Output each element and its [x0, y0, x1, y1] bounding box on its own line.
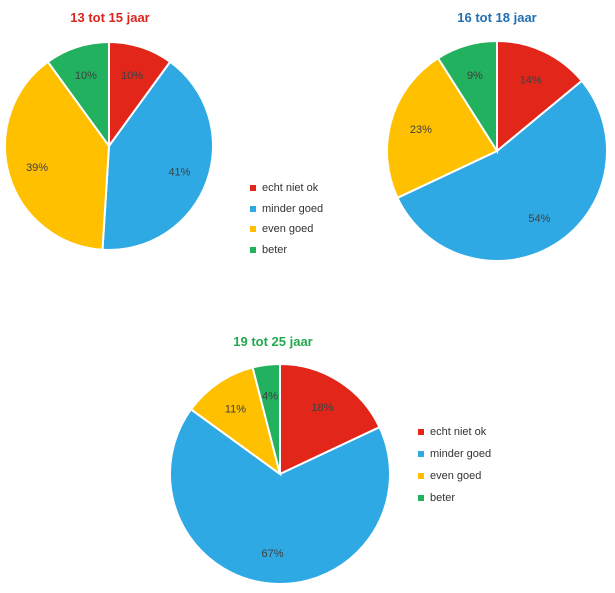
chart-3-slice-echt-niet-ok — [279, 362, 381, 476]
legend-bottom: echt niet ok minder goed even goed beter — [418, 421, 491, 509]
chart-2-label-even-goed: 23% — [410, 124, 432, 136]
legend-item-echt-niet-ok: echt niet ok — [418, 421, 491, 443]
chart-1-slice-minder-goed — [101, 60, 214, 251]
chart-2-slice-beter — [436, 39, 498, 155]
legend-label: even goed — [430, 470, 482, 482]
chart-2-slice-echt-niet-ok — [496, 39, 584, 154]
chart-1-title: 13 tot 15 jaar — [70, 10, 150, 25]
chart-2-title: 16 tot 18 jaar — [457, 10, 537, 25]
chart-1-label-even-goed: 39% — [26, 162, 48, 174]
chart-2-label-minder-goed: 54% — [528, 213, 550, 225]
legend-item-even-goed: even goed — [250, 219, 323, 240]
chart-2-label-beter: 9% — [467, 70, 483, 82]
chart-2-label-echt-niet-ok: 14% — [520, 74, 542, 86]
chart-3-slice-beter — [251, 362, 281, 475]
chart-3-label-beter: 4% — [262, 390, 278, 402]
legend-item-echt-niet-ok: echt niet ok — [250, 178, 323, 199]
legend-item-beter: beter — [250, 240, 323, 261]
legend-swatch-yellow — [250, 226, 256, 233]
legend-item-even-goed: even goed — [418, 465, 491, 487]
legend-swatch-green — [418, 495, 424, 501]
chart-3-slice-minder-goed — [169, 407, 391, 585]
chart-2-slice-minder-goed — [396, 79, 608, 262]
legend-swatch-red — [418, 429, 424, 435]
chart-3-label-echt-niet-ok: 18% — [311, 402, 333, 414]
legend-top: echt niet ok minder goed even goed beter — [250, 178, 323, 260]
legend-swatch-blue — [250, 205, 256, 212]
legend-item-minder-goed: minder goed — [418, 443, 491, 465]
legend-swatch-blue — [418, 451, 424, 457]
legend-label: even goed — [262, 223, 314, 236]
chart-3-label-even-goed: 11% — [225, 403, 246, 415]
chart-3-title: 19 tot 25 jaar — [233, 334, 313, 349]
legend-label: minder goed — [430, 448, 492, 460]
chart-1-label-echt-niet-ok: 10% — [121, 70, 143, 82]
chart-2-slice-even-goed — [386, 56, 499, 200]
chart-1-slice-even-goed — [4, 60, 111, 251]
legend-label: echt niet ok — [430, 426, 487, 438]
legend-label: beter — [262, 243, 288, 256]
legend-item-beter: beter — [418, 487, 491, 509]
legend-swatch-green — [250, 246, 256, 253]
chart-1-slice-beter — [46, 40, 110, 150]
chart-1-label-minder-goed: 41% — [168, 166, 190, 178]
legend-label: minder goed — [262, 202, 324, 215]
legend-item-minder-goed: minder goed — [250, 199, 323, 220]
chart-3-slice-even-goed — [189, 366, 282, 477]
legend-label: echt niet ok — [262, 182, 319, 195]
legend-label: beter — [430, 492, 456, 504]
legend-swatch-red — [250, 185, 256, 192]
legend-swatch-yellow — [418, 473, 424, 479]
chart-1-label-beter: 10% — [75, 70, 97, 82]
chart-3-label-minder-goed: 67% — [262, 548, 284, 560]
